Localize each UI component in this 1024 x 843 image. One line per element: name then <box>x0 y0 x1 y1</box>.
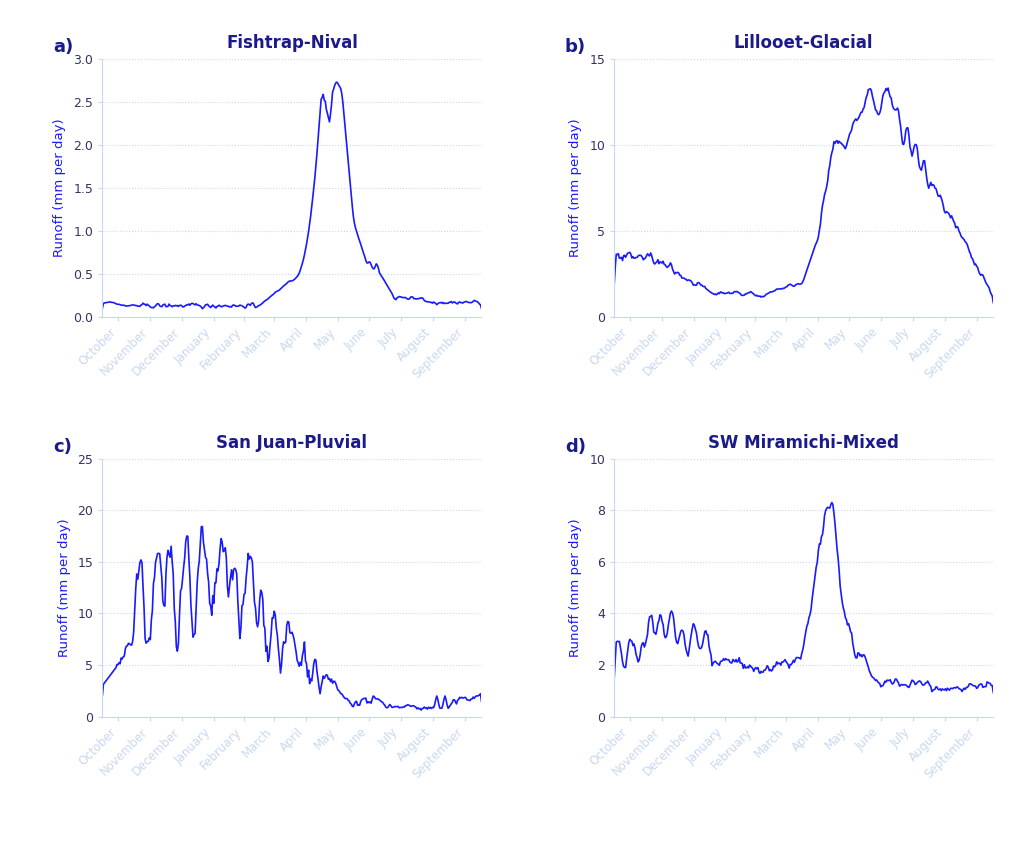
Text: b): b) <box>565 39 586 56</box>
Title: Fishtrap-Nival: Fishtrap-Nival <box>226 34 357 52</box>
Text: a): a) <box>53 39 74 56</box>
Title: SW Miramichi-Mixed: SW Miramichi-Mixed <box>709 433 899 452</box>
Y-axis label: Runoff (mm per day): Runoff (mm per day) <box>57 518 71 657</box>
Title: San Juan-Pluvial: San Juan-Pluvial <box>216 433 368 452</box>
Text: c): c) <box>53 438 72 456</box>
Text: d): d) <box>565 438 586 456</box>
Y-axis label: Runoff (mm per day): Runoff (mm per day) <box>53 119 67 257</box>
Y-axis label: Runoff (mm per day): Runoff (mm per day) <box>569 518 583 657</box>
Y-axis label: Runoff (mm per day): Runoff (mm per day) <box>569 119 583 257</box>
Title: Lillooet-Glacial: Lillooet-Glacial <box>734 34 873 52</box>
